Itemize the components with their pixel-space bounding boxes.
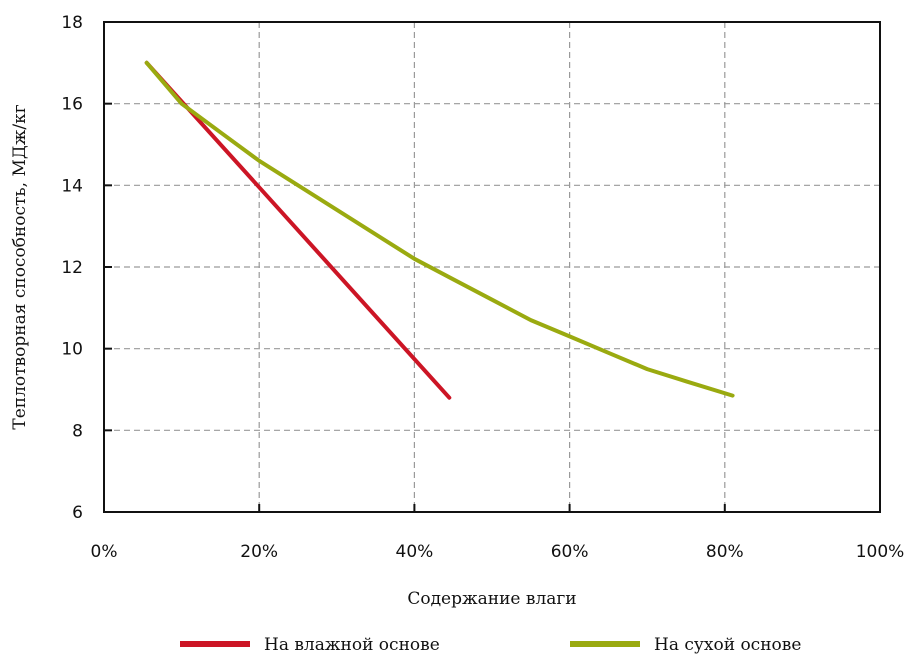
y-tick-label: 6 (72, 503, 83, 523)
y-tick-label: 10 (61, 340, 83, 360)
axis-ticks: 0% 20% 40% 60% 80% 100% 6 8 10 12 14 16 18 (61, 13, 904, 562)
y-tick-label: 8 (72, 421, 83, 441)
x-axis-title: Содержание влаги (407, 589, 576, 609)
legend: На влажной основе На сухой основе (180, 635, 801, 655)
y-tick-label: 16 (61, 95, 83, 115)
x-tick-label: 100% (856, 542, 905, 562)
x-tick-label: 20% (240, 542, 278, 562)
legend-label-0: На влажной основе (264, 635, 440, 655)
y-axis-title: Теплотворная способность, МДж/кг (10, 104, 30, 429)
x-tick-label: 80% (706, 542, 744, 562)
x-tick-label: 60% (551, 542, 589, 562)
series-line-0 (144, 60, 452, 400)
plot-area (103, 21, 881, 513)
series-lines (144, 60, 735, 400)
y-tick-label: 14 (61, 176, 83, 196)
y-tick-label: 12 (61, 258, 83, 278)
legend-label-1: На сухой основе (654, 635, 801, 655)
x-tick-label: 0% (91, 542, 118, 562)
grid (104, 22, 880, 512)
y-tick-label: 18 (61, 13, 83, 33)
x-tick-label: 40% (396, 542, 434, 562)
series-line-1 (144, 60, 735, 398)
